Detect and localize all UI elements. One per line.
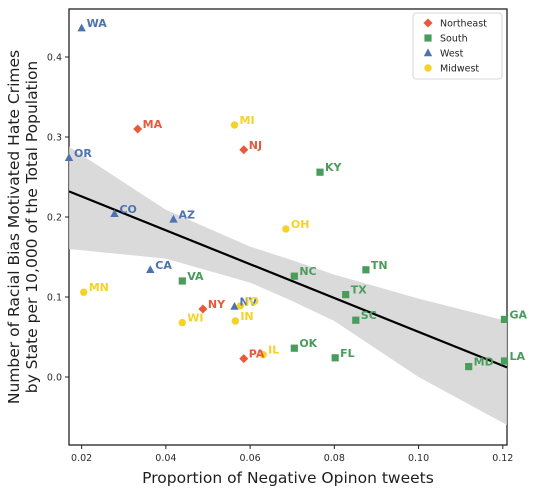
point-wa [77,23,86,32]
legend-label-west: West [440,49,464,60]
point-ky [316,168,324,176]
label-ny: NY [208,298,226,311]
point-az [169,214,178,223]
label-fl: FL [340,347,355,360]
label-nj: NJ [249,139,262,152]
legend-items: Northeast South West Midwest [423,18,487,75]
label-ok: OK [299,337,317,350]
state-labels-layer: MA NJ NY PA KY TN VA NC TX SC GA OK FL MD LA WA OR CO AZ CA… [74,17,528,368]
label-wa: WA [87,17,108,30]
point-pa [239,354,249,364]
label-mn: MN [89,281,109,294]
regression-line [68,190,508,369]
legend-label-midwest: Midwest [440,64,479,75]
point-ca [146,265,155,273]
x-axis-title: Proportion of Negative Opinon tweets [142,469,434,487]
label-md: MD [474,356,494,369]
point-va [178,277,186,285]
y-tick-label: 0.3 [47,133,62,144]
point-fl [331,354,339,362]
point-or [64,153,74,161]
label-in: IN [240,310,253,323]
data-points-layer [64,23,509,371]
confidence-band [69,146,507,425]
label-sc: SC [361,309,377,322]
point-co [110,209,119,217]
confidence-band-layer [69,146,507,425]
y-axis-title-line-2: by State per 10,000 of the Total Populat… [23,61,41,394]
point-mn [80,288,88,296]
point-oh [282,225,290,233]
label-io: IO [245,295,258,308]
x-tick-label: 0.04 [155,453,176,464]
legend-marker-south [424,34,432,42]
point-sc [352,316,360,324]
point-io [236,302,245,310]
point-nc [290,272,298,280]
y-axis-title: Number of Racial Bias Motivated Hate Cri… [5,50,41,404]
point-ok [290,344,298,352]
plot-area: MA NJ NY PA KY TN VA NC TX SC GA OK FL MD LA WA OR CO AZ CA… [64,8,528,446]
point-ny [198,304,208,314]
legend: Northeast South West Midwest [412,12,503,80]
x-tick-label: 0.08 [324,453,345,464]
legend-marker-midwest [424,64,432,72]
y-tick-label: 0.1 [47,293,62,304]
point-wi [178,318,186,327]
point-il [259,350,267,359]
point-ma [133,124,143,134]
y-tick-label: 0.0 [47,373,62,384]
label-ca: CA [155,259,172,272]
label-ky: KY [325,161,343,174]
label-tn: TN [371,259,388,272]
x-tick-label: 0.06 [240,453,261,464]
label-az: AZ [178,208,195,221]
legend-box [412,12,503,80]
label-il: IL [268,344,279,357]
point-tx [342,291,350,299]
label-mi: MI [240,114,255,127]
label-nc: NC [299,265,316,278]
regression-line-layer [68,190,508,369]
legend-label-south: South [440,34,468,45]
legend-label-northeast: Northeast [440,19,487,30]
point-la [500,357,509,365]
label-co: CO [119,203,136,216]
label-la: LA [509,350,525,363]
x-tick-label: 0.02 [71,453,92,464]
label-va: VA [187,270,204,283]
x-tick-label: 0.12 [492,453,513,464]
point-ga [500,315,509,323]
y-tick-label: 0.4 [47,53,62,64]
label-or: OR [74,147,92,160]
point-md [465,363,473,371]
label-pa: PA [249,348,265,361]
x-tick-label: 0.10 [408,453,429,464]
label-ga: GA [509,308,527,321]
x-axis-ticks: 0.02 0.04 0.06 0.08 0.10 0.12 [71,445,513,464]
point-in [231,317,240,325]
label-nv: NV [240,296,258,309]
point-nj [239,145,249,155]
legend-marker-northeast [423,18,433,28]
label-tx: TX [351,284,368,297]
point-tn [362,266,370,274]
y-tick-label: 0.2 [47,213,62,224]
y-axis-ticks: 0.0 0.1 0.2 0.3 0.4 [47,53,69,384]
label-oh: OH [291,218,310,231]
y-axis-title-line-1: Number of Racial Bias Motivated Hate Cri… [5,50,23,404]
point-nv [230,302,239,310]
legend-marker-west [423,48,433,57]
label-wi: WI [187,312,203,325]
point-mi [230,121,239,129]
label-ma: MA [143,118,163,131]
